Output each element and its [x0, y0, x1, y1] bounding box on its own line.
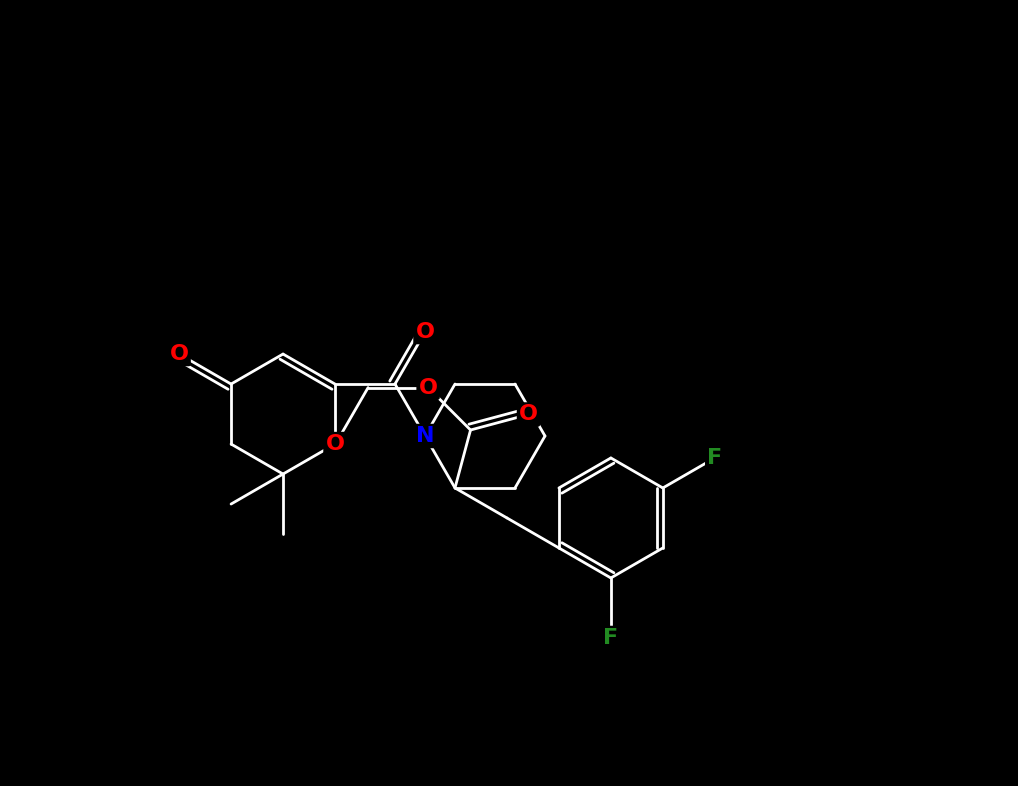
Text: O: O [326, 434, 344, 454]
Text: O: O [170, 344, 188, 364]
Text: N: N [415, 426, 435, 446]
Text: F: F [708, 448, 723, 468]
Text: O: O [418, 377, 438, 398]
Text: F: F [604, 628, 619, 648]
Text: O: O [415, 322, 435, 342]
Text: O: O [519, 405, 538, 424]
